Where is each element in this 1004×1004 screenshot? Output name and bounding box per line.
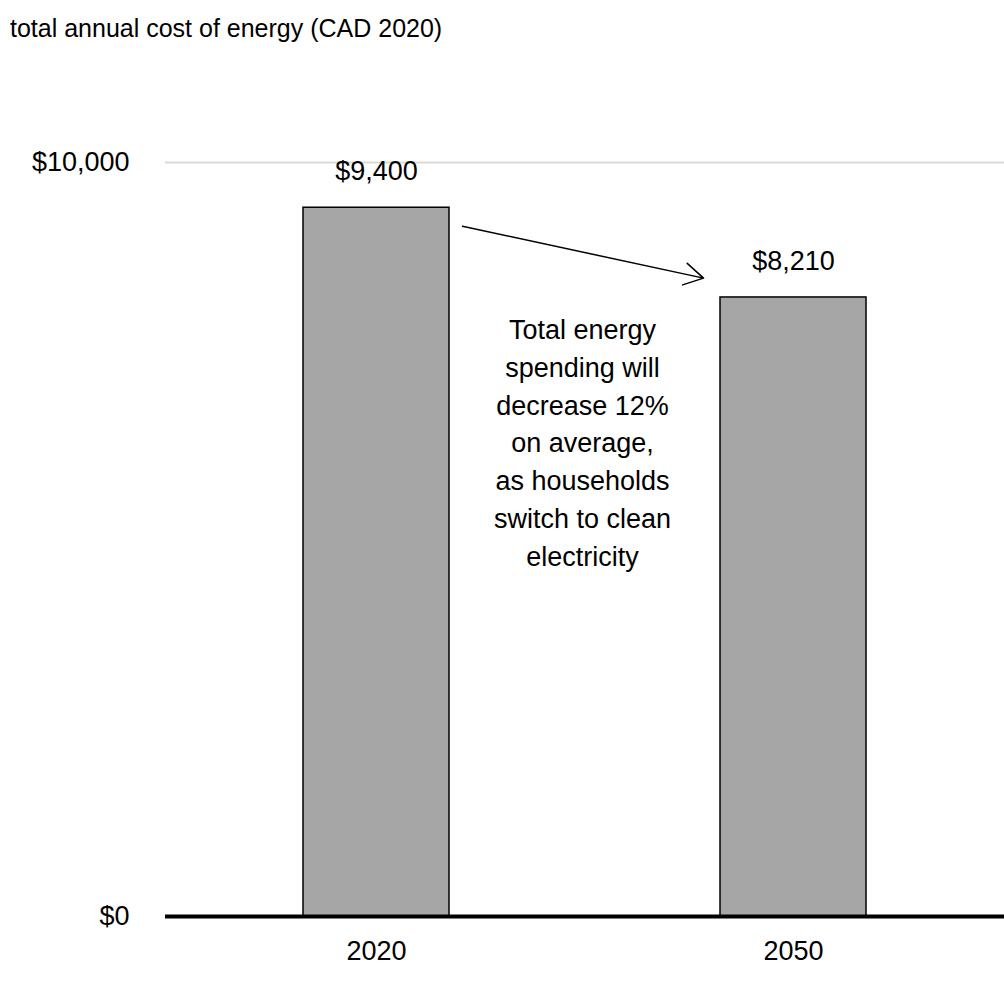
svg-text:$9,400: $9,400	[335, 156, 418, 186]
svg-text:2020: 2020	[346, 936, 406, 966]
svg-text:2050: 2050	[763, 936, 823, 966]
svg-text:$0: $0	[99, 901, 129, 931]
html-text:Total energy spending will dec: Total energy spending will decrease 12% …	[494, 315, 671, 572]
svg-text:$8,210: $8,210	[752, 246, 835, 276]
svg-text:$10,000: $10,000	[32, 147, 130, 177]
html-text:total annual cost of energy (C: total annual cost of energy (CAD 2020)	[10, 14, 443, 42]
